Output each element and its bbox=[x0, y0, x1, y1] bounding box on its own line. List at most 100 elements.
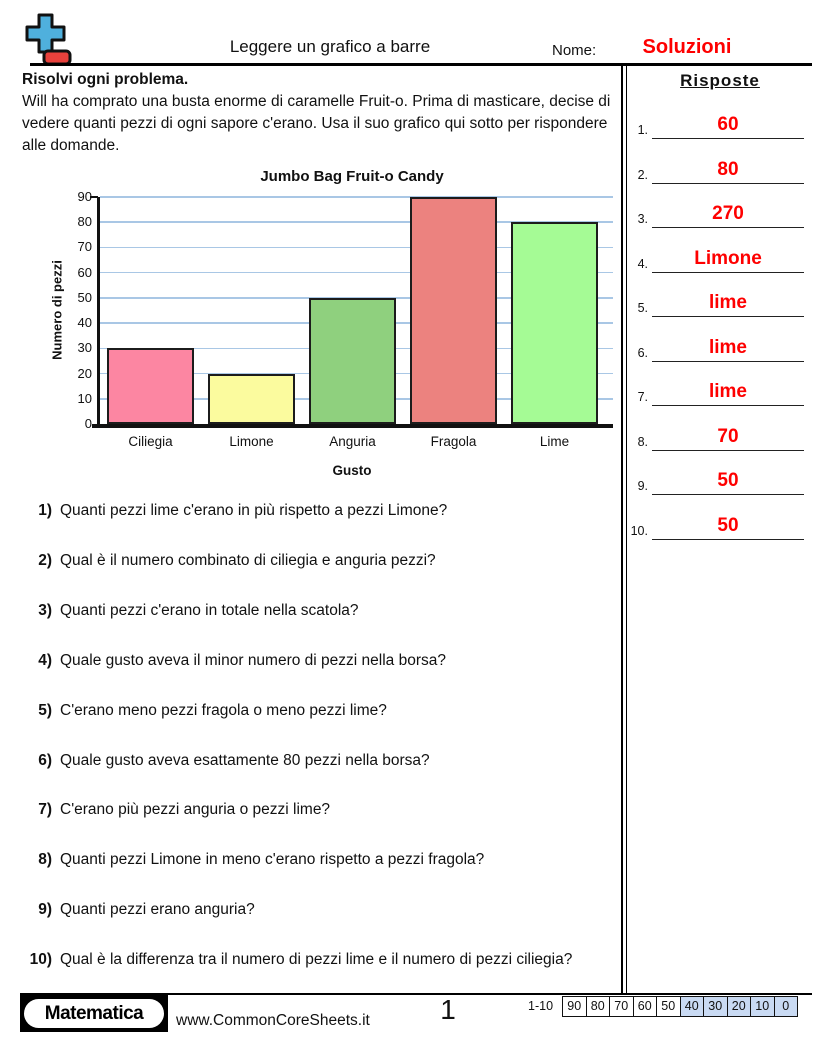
question-text: Quanti pezzi lime c'erano in più rispett… bbox=[60, 502, 448, 519]
right-tick bbox=[605, 372, 613, 375]
score-cell: 60 bbox=[632, 997, 657, 1016]
answer-value: lime bbox=[708, 381, 748, 402]
question-text: Quanti pezzi c'erano in totale nella sca… bbox=[60, 601, 359, 619]
right-tick bbox=[605, 297, 613, 299]
answer-value: Limone bbox=[694, 247, 762, 269]
y-tick-label: 50 bbox=[77, 289, 92, 305]
name-value-solutions: Soluzioni bbox=[642, 36, 732, 58]
score-cell: 80 bbox=[585, 997, 610, 1016]
chart-x-axis-label: Gusto bbox=[332, 463, 372, 478]
answer-blank-line: 70 bbox=[652, 420, 804, 451]
answer-number: 5. bbox=[637, 301, 648, 315]
question-number: 2) bbox=[38, 551, 52, 569]
y-tick-label: 0 bbox=[84, 416, 92, 431]
right-tick bbox=[605, 196, 613, 198]
answer-blank-line: lime bbox=[652, 286, 804, 317]
answer-blank-line: 60 bbox=[652, 108, 804, 139]
gridline bbox=[100, 221, 605, 223]
answer-number: 3. bbox=[637, 212, 648, 226]
footer-rule bbox=[20, 993, 812, 995]
answer-number: 9. bbox=[637, 479, 648, 493]
answer-number: 4. bbox=[637, 256, 648, 271]
right-tick bbox=[605, 398, 613, 400]
answer-blank-line: 50 bbox=[652, 509, 804, 540]
answer-number: 7. bbox=[637, 390, 648, 404]
question-text: Qual è il numero combinato di ciliegia e… bbox=[60, 551, 436, 569]
answer-blank-line: 270 bbox=[652, 197, 804, 228]
y-tick-label: 90 bbox=[77, 189, 92, 204]
right-tick bbox=[605, 271, 613, 274]
y-tick-label: 80 bbox=[77, 214, 92, 230]
right-tick bbox=[605, 221, 613, 223]
answer-value: 50 bbox=[717, 514, 739, 536]
answer-value: 270 bbox=[712, 203, 744, 224]
score-range-label: 1-10 bbox=[528, 999, 554, 1013]
right-tick bbox=[605, 347, 613, 350]
header-rule bbox=[30, 63, 812, 66]
name-label: Nome: bbox=[552, 42, 597, 59]
right-tick bbox=[605, 246, 613, 249]
score-cell: 90 bbox=[567, 999, 582, 1013]
page-title: Leggere un grafico a barre bbox=[229, 37, 431, 56]
category-label: Ciliegia bbox=[128, 434, 173, 449]
category-label: Lime bbox=[539, 434, 570, 449]
question-number: 4) bbox=[38, 651, 52, 669]
instructions: Risolvi ogni problema. Will ha comprato … bbox=[22, 69, 614, 157]
answer-number: 8. bbox=[637, 434, 648, 449]
score-cell: 10 bbox=[750, 997, 774, 1016]
y-tick-label: 30 bbox=[77, 340, 92, 356]
question-text: Quale gusto aveva esattamente 80 pezzi n… bbox=[60, 751, 430, 769]
question-text: Quanti pezzi erano anguria? bbox=[60, 901, 255, 919]
website-url: www.CommonCoreSheets.it bbox=[176, 1012, 370, 1029]
score-cell: 70 bbox=[609, 997, 633, 1016]
category-label: Anguria bbox=[329, 434, 376, 449]
question-number: 7) bbox=[38, 801, 52, 819]
question-number: 1) bbox=[38, 502, 52, 519]
question-text: Quanti pezzi Limone in meno c'erano risp… bbox=[60, 851, 485, 869]
y-tick-label: 40 bbox=[77, 315, 92, 331]
category-label: Limone bbox=[229, 434, 274, 449]
question-text: C'erano meno pezzi fragola o meno pezzi … bbox=[60, 701, 387, 719]
instructions-heading: Risolvi ogni problema. bbox=[22, 71, 189, 88]
gridline bbox=[100, 271, 605, 274]
bar-fragola bbox=[410, 197, 497, 424]
answer-blank-line: lime bbox=[652, 375, 804, 406]
score-table: 90 80 70 60 50 40 30 20 10 0 bbox=[562, 996, 798, 1017]
question-text: Qual è la differenza tra il numero di pe… bbox=[60, 951, 573, 969]
answers-divider-line bbox=[621, 65, 623, 994]
problem-statement: Will ha comprato una busta enorme di car… bbox=[22, 93, 611, 154]
category-label: Fragola bbox=[430, 434, 477, 449]
question-number: 9) bbox=[38, 901, 52, 919]
answer-number: 2. bbox=[637, 167, 648, 182]
brand-badge: Matematica bbox=[20, 995, 168, 1032]
answer-blank-line: 50 bbox=[652, 464, 804, 495]
bar-limone bbox=[208, 373, 295, 424]
score-cell: 40 bbox=[679, 997, 703, 1016]
answer-value: 80 bbox=[717, 158, 739, 180]
answer-number: 10. bbox=[630, 523, 648, 538]
score-cell: 20 bbox=[726, 997, 750, 1016]
answer-blank-line: lime bbox=[652, 331, 804, 362]
score-cell: 30 bbox=[703, 997, 727, 1016]
y-tick-label: 70 bbox=[77, 239, 92, 255]
right-tick bbox=[605, 322, 613, 324]
answers-divider-line bbox=[625, 65, 628, 994]
question-number: 8) bbox=[38, 851, 52, 869]
chart-title: Jumbo Bag Fruit-o Candy bbox=[260, 168, 444, 185]
x-axis-line bbox=[92, 424, 613, 428]
bar-anguria bbox=[309, 297, 396, 424]
answer-value: 70 bbox=[717, 425, 739, 447]
answer-blank-line: 80 bbox=[652, 153, 804, 184]
y-tick-label: 60 bbox=[77, 264, 92, 280]
score-cell: 50 bbox=[656, 997, 680, 1016]
brand-label: Matematica bbox=[24, 999, 164, 1028]
answer-value: 60 bbox=[717, 114, 739, 135]
answers-heading: Risposte bbox=[680, 71, 760, 90]
bar-lime bbox=[511, 222, 598, 424]
answer-number: 1. bbox=[637, 123, 648, 137]
gridline bbox=[100, 196, 605, 198]
gridline bbox=[100, 246, 605, 249]
